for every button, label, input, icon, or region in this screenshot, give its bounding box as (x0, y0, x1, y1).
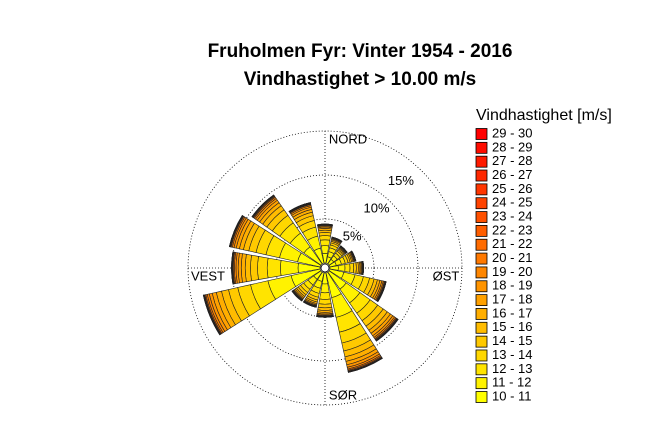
legend-swatch (475, 266, 488, 279)
legend-label: 10 - 11 (492, 388, 532, 403)
legend-label: 23 - 24 (492, 208, 532, 223)
legend-swatch (475, 169, 488, 182)
legend-swatch (475, 294, 488, 307)
legend-swatch (475, 308, 488, 320)
wedge (316, 316, 334, 318)
legend-swatch (475, 238, 488, 251)
wedge (337, 264, 346, 272)
wedge (318, 298, 332, 305)
legend-label: 25 - 26 (492, 181, 532, 196)
legend-swatch (475, 335, 488, 348)
wedge (231, 251, 234, 285)
wedge (344, 263, 351, 273)
direction-label: ØST (433, 268, 460, 283)
legend-swatch (475, 280, 488, 293)
legend-swatch (475, 321, 488, 334)
direction-label: NORD (329, 131, 367, 146)
chart-title: Fruholmen Fyr: Vinter 1954 - 2016 (208, 41, 513, 62)
legend-swatch (475, 363, 488, 376)
legend-swatch (475, 391, 488, 403)
bars (202, 194, 399, 373)
legend-label: 13 - 14 (492, 347, 532, 362)
wedge (319, 239, 331, 247)
direction-label: VEST (191, 268, 225, 283)
wedge (377, 281, 387, 302)
legend-swatch (475, 197, 488, 210)
legend-label: 11 - 12 (492, 375, 532, 390)
wedge (362, 261, 364, 275)
r-tick-label: 15% (388, 173, 414, 188)
wedge (288, 202, 311, 212)
r-tick-label: 5% (343, 228, 362, 243)
wedge (320, 283, 330, 294)
wedge (320, 245, 330, 254)
legend-label: 26 - 27 (492, 167, 532, 182)
wedge (257, 256, 269, 280)
legend-label: 19 - 20 (492, 264, 532, 279)
legend-label: 27 - 28 (492, 153, 532, 168)
legend-title: Vindhastighet [m/s] (476, 107, 612, 124)
wedge (349, 262, 355, 274)
legend-swatch (475, 141, 488, 154)
wedge (244, 253, 252, 283)
labels: 5%10% 15% NORD ØST SØR VEST (191, 131, 459, 402)
legend-swatch (475, 377, 488, 390)
legend-label: 17 - 18 (492, 292, 532, 307)
wedge (250, 254, 259, 282)
direction-label: SØR (329, 387, 357, 402)
wedge (347, 357, 383, 373)
legend-swatch (475, 211, 488, 223)
legend-swatch (475, 183, 488, 196)
legend-label: 21 - 22 (492, 236, 532, 251)
legend-swatch (475, 155, 488, 168)
legend-label: 15 - 16 (492, 319, 532, 334)
legend-label: 22 - 23 (492, 222, 532, 237)
wedge (280, 259, 299, 277)
legend-label: 12 - 13 (492, 361, 532, 376)
legend-label: 28 - 29 (492, 139, 532, 154)
legend-label: 14 - 15 (492, 333, 532, 348)
wedge (331, 236, 343, 242)
legend-label: 24 - 25 (492, 195, 532, 210)
legend-label: 16 - 17 (492, 305, 532, 320)
wedge (303, 301, 317, 308)
wedge (202, 294, 221, 336)
wedge (319, 292, 331, 300)
chart-subtitle: Vindhastighet > 10.00 m/s (244, 69, 477, 90)
legend-swatch (475, 224, 488, 237)
legend-label: 29 - 30 (492, 125, 532, 140)
legend-swatch (475, 252, 488, 265)
wedge (266, 257, 282, 279)
wedge (319, 235, 331, 241)
legend-swatch (475, 128, 488, 140)
wedge (376, 319, 399, 342)
center-dot (320, 263, 330, 273)
r-tick-label: 10% (363, 201, 389, 216)
wedge (317, 303, 333, 309)
wedge (251, 194, 274, 217)
legend-swatch (475, 349, 488, 362)
legend-label: 18 - 19 (492, 278, 532, 293)
legend-label: 20 - 21 (492, 250, 532, 265)
